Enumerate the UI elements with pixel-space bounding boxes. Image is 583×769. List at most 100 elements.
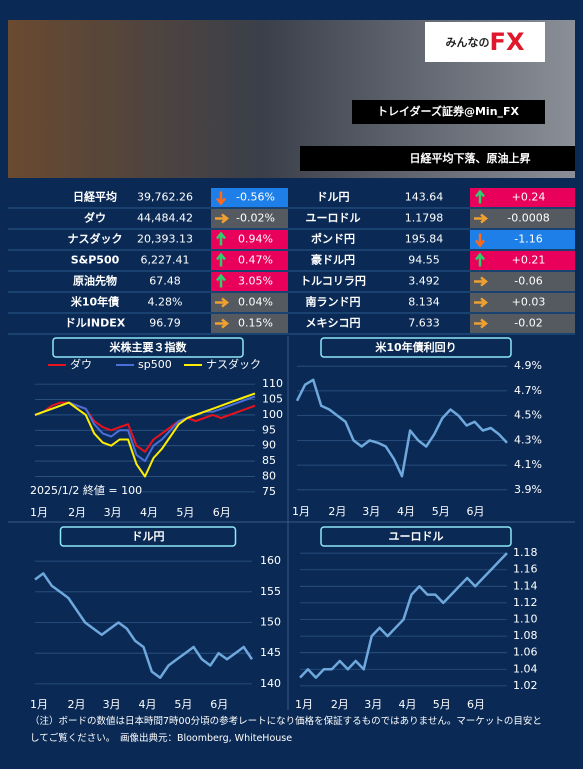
x-tick-label: 3月 [104,506,122,519]
market-change: +0.21 [512,254,546,267]
market-value: 4.28% [148,296,183,309]
y-tick-label: 4.9% [514,359,542,372]
change-cell [211,272,288,291]
market-value: 96.79 [149,317,181,330]
market-change: -0.0008 [507,212,549,225]
change-cell [470,314,575,333]
y-tick-label: 1.10 [513,613,538,626]
y-tick-label: 145 [260,646,281,659]
x-tick-label: 3月 [362,505,380,518]
change-cell [211,209,288,228]
market-value: 6,227.41 [141,254,190,267]
market-change: -1.16 [514,233,542,246]
x-tick-label: 4月 [397,505,415,518]
x-tick-label: 4月 [399,698,417,710]
change-cell [211,251,288,270]
trend-arrow [475,252,485,267]
chart-title: 米10年債利回り [374,340,456,354]
logo: みんなのFX [446,28,525,56]
source: トレイダーズ証券@Min_FX [377,104,520,118]
x-tick-label: 3月 [103,698,121,710]
y-tick-label: 1.06 [513,646,538,659]
series-line [34,401,256,453]
y-tick-label: 155 [260,585,281,598]
y-tick-label: 1.04 [513,662,538,675]
x-tick-label: 5月 [176,506,194,519]
y-tick-label: 150 [260,616,281,629]
series-line [299,552,508,679]
x-tick-label: 5月 [433,698,451,710]
market-name: ポンド円 [311,232,355,246]
trend-arrow [216,191,226,206]
market-value: 195.84 [405,233,444,246]
headline: 日経平均下落、原油上昇 [410,151,531,165]
y-tick-label: 80 [262,469,276,482]
y-tick-label: 110 [262,377,283,390]
y-tick-label: 4.3% [514,433,542,446]
change-cell [470,293,575,312]
y-tick-label: 1.16 [513,563,538,576]
y-tick-label: 160 [260,554,281,567]
market-value: 7.633 [408,317,440,330]
market-value: 39,762.26 [137,191,193,204]
y-tick-label: 140 [260,677,281,690]
change-cell [211,230,288,249]
y-tick-label: 1.14 [513,579,538,592]
trend-arrow [216,231,226,246]
x-tick-label: 6月 [467,698,485,710]
market-name: 日経平均 [73,190,117,204]
trend-arrow [215,213,230,224]
market-change: 3.05% [238,275,273,288]
change-cell [470,272,575,291]
trend-arrow [215,297,230,308]
y-tick-label: 85 [262,454,276,467]
x-tick-label: 2月 [68,506,86,519]
change-cell [211,314,288,333]
market-change: -0.02% [236,212,275,225]
chart-title-box [320,337,512,358]
market-name: 米10年債 [70,295,119,309]
market-value: 143.64 [405,191,444,204]
headline-box [300,146,575,171]
y-tick-label: 4.5% [514,409,542,422]
x-tick-label: 6月 [466,505,484,518]
market-name: メキシコ円 [306,317,361,330]
market-name: ドルINDEX [65,317,126,330]
series-line [34,392,256,478]
trend-arrow [215,318,230,329]
y-tick-label: 4.7% [514,384,542,397]
chart-title-box [320,526,512,547]
market-value: 8.134 [408,296,440,309]
x-tick-label: 4月 [140,506,158,519]
x-tick-label: 1月 [295,698,313,710]
market-value: 20,393.13 [137,233,193,246]
market-change: 0.47% [238,254,273,267]
board: みんなのFX トレイダーズ証券@Min_FX 日経平均下落、原油上昇 日経平均 3… [8,20,575,710]
trend-arrow [474,318,489,329]
change-cell [470,209,575,228]
change-cell [470,251,575,270]
chart-title-box [59,526,237,547]
market-change: +0.03 [512,296,546,309]
y-tick-label: 95 [262,423,276,436]
y-tick-label: 4.1% [514,458,542,471]
market-change: -0.56% [236,191,275,204]
x-tick-label: 6月 [210,698,228,710]
market-name: 原油先物 [73,274,117,288]
market-name: トルコリラ円 [300,275,366,288]
x-tick-label: 6月 [213,506,231,519]
change-cell [211,293,288,312]
x-tick-label: 5月 [174,698,192,710]
x-tick-label: 5月 [432,505,450,518]
chart-title: ユーロドル [389,530,444,543]
trend-arrow [216,273,226,288]
market-value: 44,484.42 [137,212,193,225]
market-change: 0.94% [238,233,273,246]
market-name: ユーロドル [306,212,361,225]
market-name: 豪ドル円 [311,253,355,267]
market-name: ダウ [84,211,106,225]
market-change: 0.15% [238,317,273,330]
market-value: 1.1798 [405,212,444,225]
series-line [295,378,508,478]
y-tick-label: 3.9% [514,483,542,496]
